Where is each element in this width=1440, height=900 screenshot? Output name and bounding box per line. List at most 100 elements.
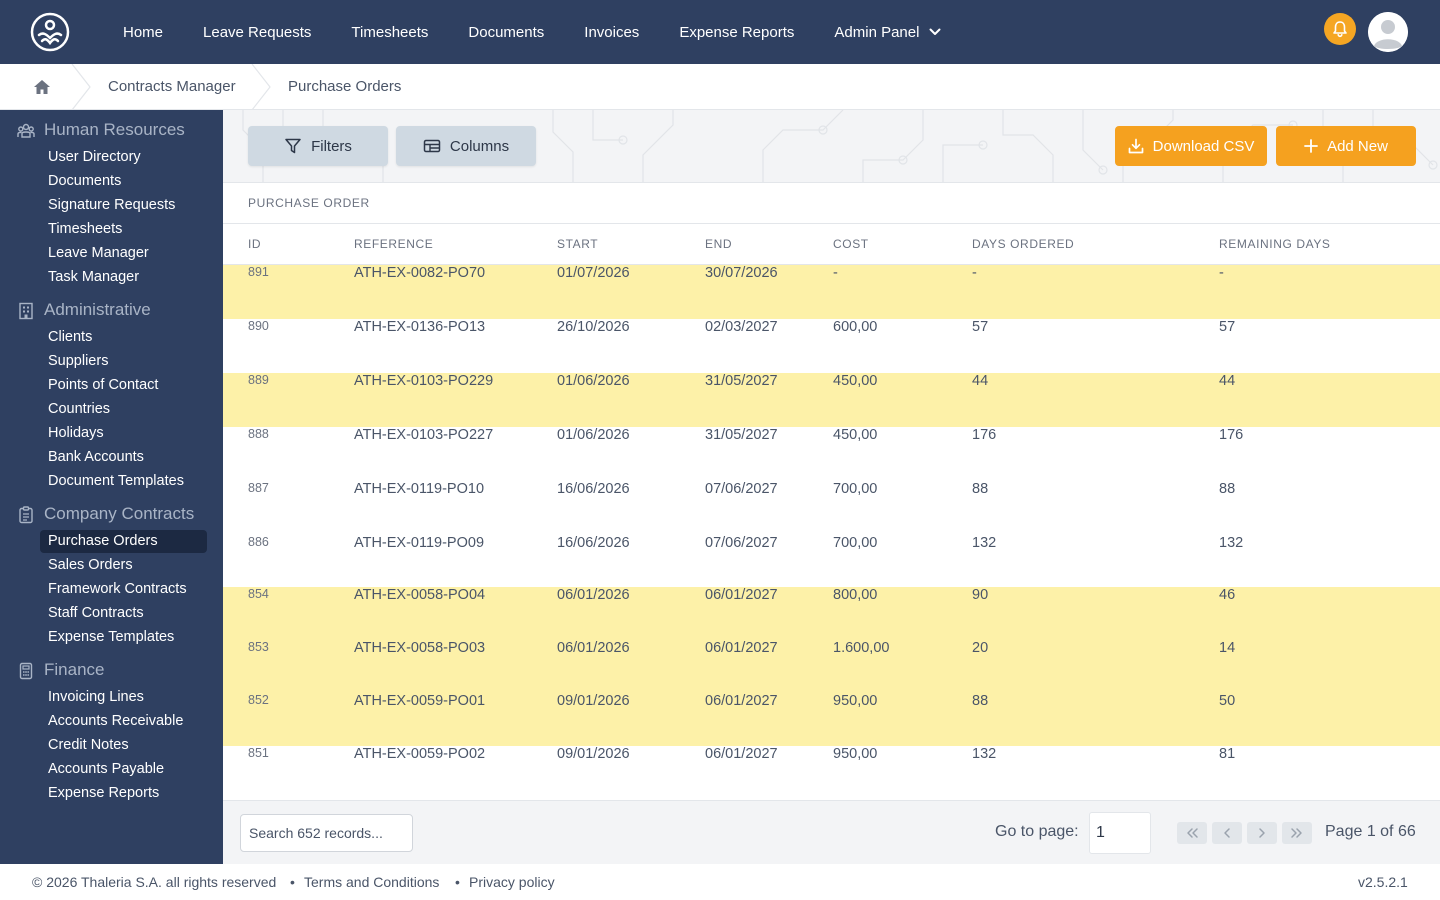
sidebar-item-bank-accounts[interactable]: Bank Accounts bbox=[48, 449, 144, 465]
table-row[interactable]: 853 ATH-EX-0058-PO03 06/01/2026 06/01/20… bbox=[223, 640, 1440, 693]
cell-id: 852 bbox=[248, 693, 269, 707]
nav-documents[interactable]: Documents bbox=[448, 0, 564, 64]
next-page-button[interactable] bbox=[1247, 822, 1277, 844]
sidebar-section-human-resources[interactable]: Human Resources bbox=[0, 117, 223, 143]
first-page-button[interactable] bbox=[1177, 822, 1207, 844]
cell-reference: ATH-EX-0059-PO01 bbox=[354, 693, 486, 709]
page-info: Page 1 of 66 bbox=[1325, 823, 1416, 840]
cell-end: 02/03/2027 bbox=[705, 319, 778, 335]
sidebar-item-suppliers[interactable]: Suppliers bbox=[48, 353, 109, 369]
table-toolbar: Filters Columns Download CSV Add New bbox=[223, 110, 1440, 183]
breadcrumb: Contracts Manager Purchase Orders bbox=[0, 64, 1440, 110]
cell-remaining-days: 88 bbox=[1219, 481, 1236, 497]
sidebar-item-staff-contracts[interactable]: Staff Contracts bbox=[48, 605, 144, 621]
breadcrumb-home[interactable] bbox=[28, 76, 56, 98]
sidebar-item-documents[interactable]: Documents bbox=[48, 173, 122, 189]
table-row[interactable]: 851 ATH-EX-0059-PO02 09/01/2026 06/01/20… bbox=[223, 746, 1440, 800]
sidebar-item-signature-requests[interactable]: Signature Requests bbox=[48, 197, 176, 213]
cell-cost: 700,00 bbox=[833, 535, 878, 551]
nav-expense-reports[interactable]: Expense Reports bbox=[659, 0, 814, 64]
table-row[interactable]: 891 ATH-EX-0082-PO70 01/07/2026 30/07/20… bbox=[223, 265, 1440, 319]
table-row[interactable]: 887 ATH-EX-0119-PO10 16/06/2026 07/06/20… bbox=[223, 481, 1440, 535]
search-input[interactable] bbox=[240, 814, 413, 852]
cell-cost: - bbox=[833, 265, 838, 281]
first-page-icon bbox=[1187, 828, 1198, 838]
table-row[interactable]: 889 ATH-EX-0103-PO229 01/06/2026 31/05/2… bbox=[223, 373, 1440, 427]
cell-end: 07/06/2027 bbox=[705, 535, 778, 551]
sidebar-item-accounts-payable[interactable]: Accounts Payable bbox=[48, 761, 165, 777]
sidebar-item-framework-contracts[interactable]: Framework Contracts bbox=[48, 581, 187, 597]
sidebar-item-timesheets[interactable]: Timesheets bbox=[48, 221, 123, 237]
breadcrumb-separator bbox=[251, 64, 271, 110]
table-row[interactable]: 886 ATH-EX-0119-PO09 16/06/2026 07/06/20… bbox=[223, 535, 1440, 587]
sidebar-section-administrative[interactable]: Administrative bbox=[0, 297, 223, 323]
sidebar-item-points-of-contact[interactable]: Points of Contact bbox=[48, 377, 159, 393]
breadcrumb-contracts-manager[interactable]: Contracts Manager bbox=[108, 78, 236, 95]
prev-page-button[interactable] bbox=[1212, 822, 1242, 844]
columns-icon bbox=[423, 139, 441, 153]
column-header-reference[interactable]: REFERENCE bbox=[354, 237, 434, 251]
sidebar-item-user-directory[interactable]: User Directory bbox=[48, 149, 141, 165]
nav-documents-label: Documents bbox=[468, 23, 545, 41]
footer-separator: • bbox=[290, 874, 295, 890]
cell-end: 06/01/2027 bbox=[705, 693, 778, 709]
table-row[interactable]: 888 ATH-EX-0103-PO227 01/06/2026 31/05/2… bbox=[223, 427, 1440, 481]
cell-end: 31/05/2027 bbox=[705, 427, 778, 443]
sidebar-item-invoicing-lines[interactable]: Invoicing Lines bbox=[48, 689, 144, 705]
cell-remaining-days: - bbox=[1219, 265, 1224, 281]
sidebar-section-company-contracts[interactable]: Company Contracts bbox=[0, 501, 223, 527]
sidebar-section-title: Finance bbox=[44, 660, 105, 679]
add-new-button[interactable]: Add New bbox=[1276, 126, 1416, 166]
footer-separator: • bbox=[455, 874, 460, 890]
table-row[interactable]: 852 ATH-EX-0059-PO01 09/01/2026 06/01/20… bbox=[223, 693, 1440, 746]
calculator-icon bbox=[19, 662, 33, 680]
cell-cost: 600,00 bbox=[833, 319, 878, 335]
sidebar-item-accounts-receivable[interactable]: Accounts Receivable bbox=[48, 713, 184, 729]
sidebar-item-expense-reports[interactable]: Expense Reports bbox=[48, 785, 160, 801]
columns-button[interactable]: Columns bbox=[396, 126, 536, 166]
last-page-button[interactable] bbox=[1282, 822, 1312, 844]
column-header-cost[interactable]: COST bbox=[833, 237, 869, 251]
column-header-days-ordered[interactable]: DAYS ORDERED bbox=[972, 237, 1075, 251]
column-header-id[interactable]: ID bbox=[248, 237, 262, 251]
company-logo-icon[interactable] bbox=[30, 12, 70, 52]
notifications-button[interactable] bbox=[1324, 13, 1356, 45]
cell-remaining-days: 46 bbox=[1219, 587, 1236, 603]
nav-admin-panel[interactable]: Admin Panel bbox=[814, 0, 961, 64]
cell-start: 01/06/2026 bbox=[557, 427, 630, 443]
sidebar-item-expense-templates[interactable]: Expense Templates bbox=[48, 629, 175, 645]
top-navbar: Home Leave Requests Timesheets Documents… bbox=[0, 0, 1440, 64]
column-header-remaining-days[interactable]: REMAINING DAYS bbox=[1219, 237, 1331, 251]
nav-leave-requests[interactable]: Leave Requests bbox=[183, 0, 331, 64]
sidebar-item-sales-orders[interactable]: Sales Orders bbox=[48, 557, 133, 573]
sidebar-section-finance[interactable]: Finance bbox=[0, 657, 223, 683]
sidebar-item-clients[interactable]: Clients bbox=[48, 329, 93, 345]
nav-home[interactable]: Home bbox=[103, 0, 183, 64]
sidebar-item-holidays[interactable]: Holidays bbox=[48, 425, 104, 441]
download-csv-button[interactable]: Download CSV bbox=[1115, 126, 1267, 166]
cell-start: 26/10/2026 bbox=[557, 319, 630, 335]
table-row[interactable]: 854 ATH-EX-0058-PO04 06/01/2026 06/01/20… bbox=[223, 587, 1440, 640]
filters-button[interactable]: Filters bbox=[248, 126, 388, 166]
sidebar-item-purchase-orders[interactable]: Purchase Orders bbox=[40, 530, 207, 553]
nav-timesheets[interactable]: Timesheets bbox=[331, 0, 448, 64]
table-row[interactable]: 890 ATH-EX-0136-PO13 26/10/2026 02/03/20… bbox=[223, 319, 1440, 373]
sidebar-item-document-templates[interactable]: Document Templates bbox=[48, 473, 184, 489]
sidebar-item-credit-notes[interactable]: Credit Notes bbox=[48, 737, 129, 753]
go-to-page-input[interactable] bbox=[1089, 812, 1151, 854]
user-avatar[interactable] bbox=[1368, 12, 1408, 52]
cell-id: 854 bbox=[248, 587, 269, 601]
cell-cost: 450,00 bbox=[833, 373, 878, 389]
sidebar-item-countries[interactable]: Countries bbox=[48, 401, 111, 417]
privacy-link[interactable]: Privacy policy bbox=[469, 874, 555, 890]
cell-cost: 450,00 bbox=[833, 427, 878, 443]
terms-link[interactable]: Terms and Conditions bbox=[304, 874, 440, 890]
nav-invoices[interactable]: Invoices bbox=[564, 0, 659, 64]
column-header-start[interactable]: START bbox=[557, 237, 599, 251]
column-header-end[interactable]: END bbox=[705, 237, 733, 251]
cell-remaining-days: 14 bbox=[1219, 640, 1236, 656]
building-icon bbox=[19, 302, 33, 320]
sidebar-item-task-manager[interactable]: Task Manager bbox=[48, 269, 140, 285]
go-to-page-label: Go to page: bbox=[995, 823, 1079, 840]
sidebar-item-leave-manager[interactable]: Leave Manager bbox=[48, 245, 149, 261]
